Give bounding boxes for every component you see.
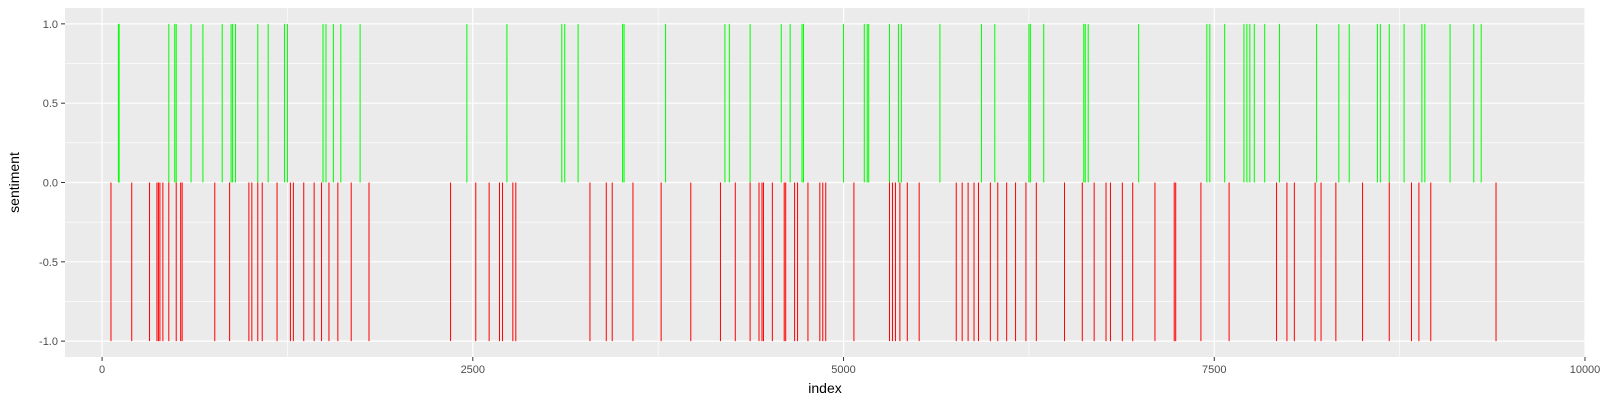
y-tick-label: 1.0	[43, 19, 58, 31]
y-axis: -1.0 -0.5 0.0 0.5 1.0	[39, 19, 65, 348]
y-tick-label: 0.5	[43, 98, 58, 110]
y-tick-label: -0.5	[39, 257, 58, 269]
y-tick-label: 0.0	[43, 178, 58, 190]
bar-marks	[110, 23, 1497, 342]
x-tick-label: 7500	[1202, 364, 1226, 376]
y-axis-title: sentiment	[6, 152, 22, 213]
x-tick-label: 10000	[1570, 364, 1600, 376]
y-tick-label: -1.0	[39, 336, 58, 348]
x-tick-label: 0	[99, 364, 105, 376]
x-tick-label: 2500	[461, 364, 485, 376]
x-axis-title: index	[808, 380, 841, 396]
x-tick-label: 5000	[831, 364, 855, 376]
x-axis: 0 2500 5000 7500 10000	[99, 357, 1600, 376]
